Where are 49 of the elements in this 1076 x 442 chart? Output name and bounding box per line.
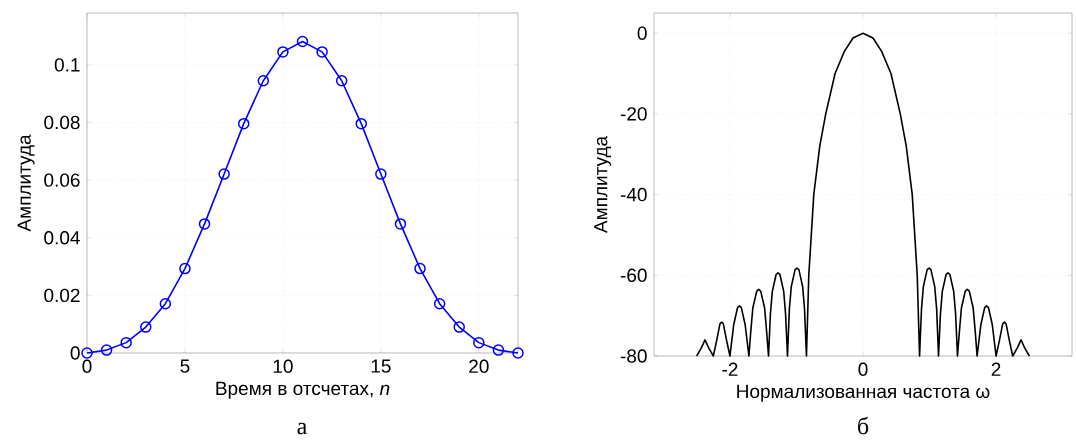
- text: б: [858, 416, 869, 435]
- y-tick-label: 0: [70, 346, 80, 360]
- y-axis-title: Амплитуда: [17, 134, 35, 232]
- x-tick-label: 10: [273, 359, 293, 373]
- x-tick-label: 5: [180, 359, 190, 373]
- text: а: [297, 422, 307, 435]
- point: [453, 321, 465, 333]
- y-tick-label: 0.04: [44, 231, 80, 245]
- point: [433, 297, 446, 310]
- point: [120, 336, 132, 349]
- x-tick-label: -2: [722, 362, 738, 376]
- x-axis-title: Время в отсчетах, n: [216, 381, 390, 399]
- point: [512, 347, 524, 359]
- point: [394, 218, 407, 230]
- y-tick-label: -60: [620, 268, 647, 283]
- point: [100, 344, 113, 356]
- point: [198, 218, 211, 230]
- y-tick-label: 0: [637, 26, 647, 40]
- point: [316, 46, 328, 58]
- point: [492, 344, 505, 356]
- point: [296, 35, 309, 48]
- x-tick-label: 20: [469, 359, 489, 373]
- x-tick-label: 15: [371, 359, 391, 373]
- point: [159, 297, 172, 310]
- y-tick-label: 0.1: [54, 58, 80, 72]
- x-tick-label: 2: [991, 362, 1001, 376]
- y-tick-label: -20: [620, 107, 647, 121]
- point: [179, 262, 191, 275]
- point: [277, 46, 289, 58]
- y-tick-label: -40: [620, 187, 647, 202]
- point: [237, 117, 250, 130]
- point: [473, 336, 485, 349]
- x-tick-label: 0: [82, 359, 92, 373]
- point: [218, 168, 230, 180]
- point: [335, 74, 348, 87]
- x-axis-title: Нормализованная частота ω: [737, 384, 990, 402]
- point: [355, 117, 368, 130]
- y-tick-label: 0.06: [44, 173, 80, 187]
- point: [257, 74, 270, 87]
- line-series: [695, 32, 1031, 357]
- point: [140, 321, 152, 333]
- y-axis-title: Амплитуда: [594, 135, 612, 234]
- y-tick-label: 0.08: [44, 115, 80, 130]
- point: [375, 168, 387, 180]
- x-tick-label: 0: [858, 362, 868, 376]
- y-tick-label: -80: [620, 349, 647, 363]
- y-tick-label: 0.02: [44, 288, 80, 303]
- point: [414, 262, 426, 275]
- point: [81, 347, 93, 359]
